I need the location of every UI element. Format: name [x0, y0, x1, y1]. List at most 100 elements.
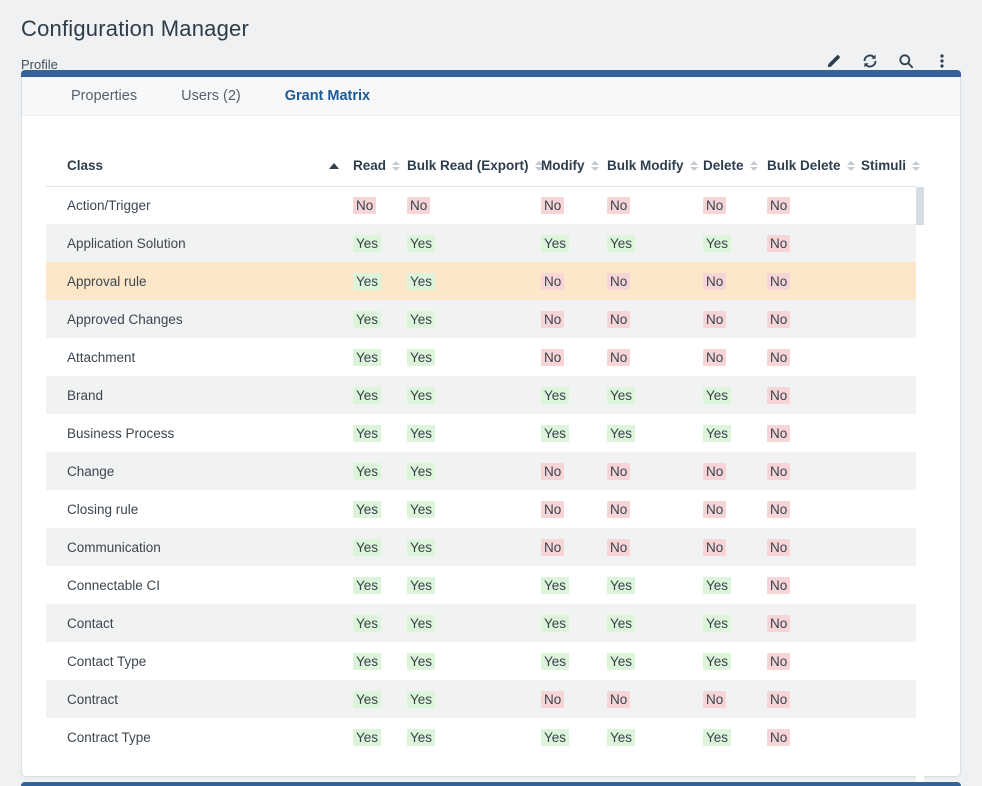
grant-cell-bulk-modify: No — [607, 186, 703, 224]
grant-cell-stimuli — [861, 566, 916, 604]
grant-value-badge: No — [703, 311, 726, 328]
grant-value-badge: Yes — [353, 463, 381, 480]
class-name-cell: Contract — [46, 680, 353, 718]
grant-value-badge: Yes — [703, 235, 731, 252]
grant-value-badge: No — [541, 273, 564, 290]
grant-cell-bulk-delete: No — [767, 490, 861, 528]
grant-value-badge: Yes — [407, 463, 435, 480]
grant-cell-bulk-modify: Yes — [607, 414, 703, 452]
scrollbar-thumb[interactable] — [916, 187, 924, 225]
grant-cell-read: Yes — [353, 300, 407, 338]
tab-grant-matrix[interactable]: Grant Matrix — [263, 77, 392, 116]
class-name-cell: Approved Changes — [46, 300, 353, 338]
grant-value-badge: No — [703, 539, 726, 556]
column-header-class[interactable]: Class — [46, 146, 353, 186]
grant-cell-stimuli — [861, 528, 916, 566]
tab-properties[interactable]: Properties — [49, 77, 159, 116]
kebab-menu-icon — [934, 53, 950, 69]
grant-cell-bulk-modify: No — [607, 528, 703, 566]
table-row[interactable]: Approved Changes Yes Yes No No No No — [46, 300, 916, 338]
grant-cell-bulk-delete: No — [767, 338, 861, 376]
grant-value-badge: Yes — [407, 273, 435, 290]
table-row[interactable]: Change Yes Yes No No No No — [46, 452, 916, 490]
grant-cell-bulk-modify: Yes — [607, 566, 703, 604]
column-header-stimuli[interactable]: Stimuli — [861, 146, 916, 186]
grant-cell-modify: Yes — [541, 642, 607, 680]
grant-cell-stimuli — [861, 186, 916, 224]
grant-value-badge: Yes — [703, 615, 731, 632]
pencil-icon — [826, 53, 842, 69]
sort-icon — [690, 161, 698, 171]
grant-cell-delete: No — [703, 680, 767, 718]
table-row[interactable]: Business Process Yes Yes Yes Yes Yes No — [46, 414, 916, 452]
grant-cell-bulk-delete: No — [767, 566, 861, 604]
grant-cell-bulk-read: Yes — [407, 718, 541, 756]
table-row[interactable]: Contact Type Yes Yes Yes Yes Yes No — [46, 642, 916, 680]
grant-cell-bulk-read: Yes — [407, 262, 541, 300]
grant-cell-read: Yes — [353, 414, 407, 452]
grant-cell-bulk-modify: No — [607, 338, 703, 376]
table-row[interactable]: Contract Yes Yes No No No No — [46, 680, 916, 718]
table-row[interactable]: Contact Yes Yes Yes Yes Yes No — [46, 604, 916, 642]
column-header-modify[interactable]: Modify — [541, 146, 607, 186]
grant-cell-bulk-modify: No — [607, 262, 703, 300]
grant-value-badge: Yes — [607, 235, 635, 252]
table-row[interactable]: Action/Trigger No No No No No No — [46, 186, 916, 224]
table-row[interactable]: Attachment Yes Yes No No No No — [46, 338, 916, 376]
grant-value-badge: No — [541, 349, 564, 366]
grant-cell-modify: Yes — [541, 376, 607, 414]
grant-cell-delete: No — [703, 186, 767, 224]
table-row[interactable]: Connectable CI Yes Yes Yes Yes Yes No — [46, 566, 916, 604]
class-name-cell: Contact — [46, 604, 353, 642]
grant-cell-stimuli — [861, 376, 916, 414]
grant-value-badge: Yes — [541, 235, 569, 252]
grant-cell-bulk-delete: No — [767, 528, 861, 566]
grant-value-badge: No — [541, 311, 564, 328]
table-row[interactable]: Approval rule Yes Yes No No No No — [46, 262, 916, 300]
column-header-read[interactable]: Read — [353, 146, 407, 186]
grant-cell-bulk-read: Yes — [407, 528, 541, 566]
grant-value-badge: Yes — [353, 615, 381, 632]
column-label: Delete — [703, 158, 744, 173]
grant-cell-read: Yes — [353, 338, 407, 376]
table-row[interactable]: Communication Yes Yes No No No No — [46, 528, 916, 566]
grant-value-badge: Yes — [607, 387, 635, 404]
grant-cell-modify: Yes — [541, 566, 607, 604]
grant-value-badge: No — [607, 273, 630, 290]
tab-users[interactable]: Users (2) — [159, 77, 263, 116]
table-row[interactable]: Closing rule Yes Yes No No No No — [46, 490, 916, 528]
grant-cell-delete: Yes — [703, 414, 767, 452]
table-row[interactable]: Application Solution Yes Yes Yes Yes Yes… — [46, 224, 916, 262]
column-header-bulk-read[interactable]: Bulk Read (Export) — [407, 146, 541, 186]
grant-cell-delete: Yes — [703, 642, 767, 680]
grant-value-badge: No — [703, 501, 726, 518]
grant-value-badge: Yes — [353, 349, 381, 366]
grant-cell-modify: No — [541, 452, 607, 490]
page-title: Configuration Manager — [21, 16, 961, 42]
column-header-delete[interactable]: Delete — [703, 146, 767, 186]
grant-cell-bulk-modify: No — [607, 452, 703, 490]
page-header: Configuration Manager Profile — [0, 0, 982, 74]
grant-cell-read: Yes — [353, 262, 407, 300]
grant-cell-stimuli — [861, 718, 916, 756]
column-label: Class — [67, 158, 103, 173]
grant-cell-read: Yes — [353, 224, 407, 262]
table-row[interactable]: Contract Type Yes Yes Yes Yes Yes No — [46, 718, 916, 756]
grant-value-badge: No — [767, 729, 790, 746]
table-row[interactable]: Brand Yes Yes Yes Yes Yes No — [46, 376, 916, 414]
grant-value-badge: No — [767, 425, 790, 442]
column-header-bulk-delete[interactable]: Bulk Delete — [767, 146, 861, 186]
class-name-cell: Change — [46, 452, 353, 490]
grant-value-badge: No — [703, 691, 726, 708]
grant-cell-bulk-delete: No — [767, 262, 861, 300]
grant-value-badge: Yes — [407, 539, 435, 556]
table-scrollbar[interactable] — [916, 187, 924, 786]
grant-value-badge: Yes — [541, 615, 569, 632]
grant-value-badge: Yes — [407, 653, 435, 670]
grant-cell-bulk-read: Yes — [407, 490, 541, 528]
grant-cell-modify: No — [541, 680, 607, 718]
grant-value-badge: Yes — [607, 729, 635, 746]
grant-value-badge: No — [607, 311, 630, 328]
column-header-bulk-modify[interactable]: Bulk Modify — [607, 146, 703, 186]
column-label: Bulk Delete — [767, 158, 841, 173]
